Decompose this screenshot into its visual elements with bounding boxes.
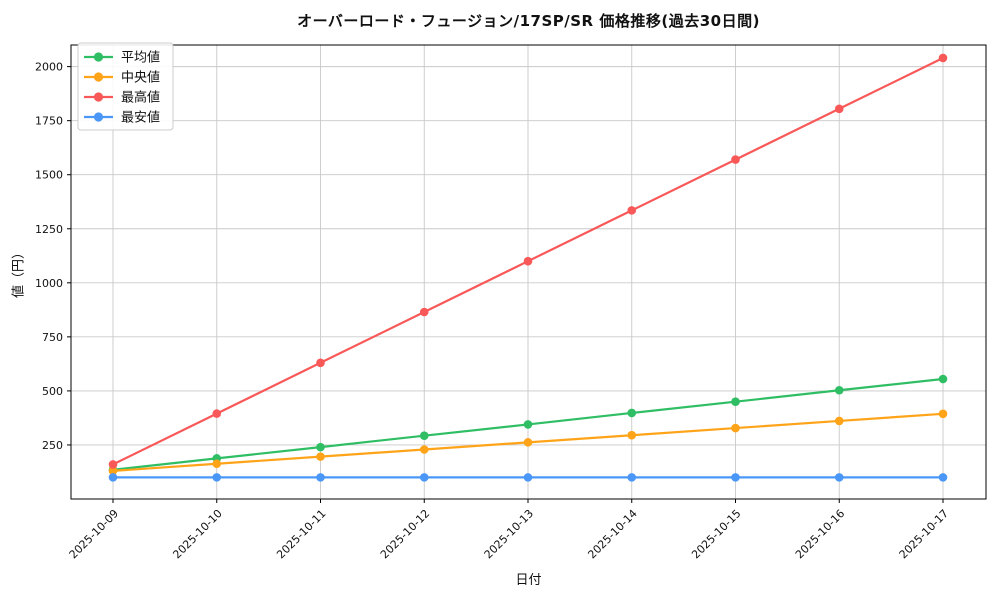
data-point-最高値 xyxy=(627,206,637,215)
x-tick-label: 2025-10-15 xyxy=(689,507,743,561)
data-point-中央値 xyxy=(316,452,325,461)
y-tick-label: 1250 xyxy=(35,223,63,236)
data-point-最高値 xyxy=(212,409,222,418)
data-point-中央値 xyxy=(523,438,533,447)
data-point-中央値 xyxy=(938,409,948,419)
y-tick-label: 1750 xyxy=(35,115,63,128)
data-point-中央値 xyxy=(627,430,637,440)
data-point-最安値 xyxy=(627,473,637,482)
y-tick-label: 250 xyxy=(42,439,63,452)
y-tick-label: 750 xyxy=(42,331,63,344)
data-point-中央値 xyxy=(108,466,118,476)
plot-area xyxy=(71,45,986,499)
data-point-平均値 xyxy=(627,408,637,418)
legend-item-中央値: 中央値 xyxy=(84,70,160,86)
legend-item-平均値: 平均値 xyxy=(84,50,160,66)
data-point-最安値 xyxy=(834,473,844,482)
data-point-最高値 xyxy=(523,256,533,266)
legend-marker-icon xyxy=(93,52,104,62)
y-tick-label: 500 xyxy=(42,385,63,398)
x-tick-label: 2025-10-09 xyxy=(67,507,121,561)
x-axis-title: 日付 xyxy=(515,573,542,588)
legend-marker-icon xyxy=(93,92,104,102)
data-point-平均値 xyxy=(731,397,740,407)
data-point-平均値 xyxy=(523,420,533,429)
y-tick-label: 1500 xyxy=(35,169,63,182)
data-point-最高値 xyxy=(834,104,844,114)
data-point-中央値 xyxy=(731,423,740,433)
legend-label: 最高値 xyxy=(121,90,160,106)
y-tick-label: 1000 xyxy=(35,277,63,290)
data-point-中央値 xyxy=(419,445,429,454)
legend-label: 平均値 xyxy=(121,50,160,66)
data-point-中央値 xyxy=(834,416,844,426)
plot-border xyxy=(70,44,987,500)
legend-label: 最安値 xyxy=(121,110,160,126)
legend-marker-icon xyxy=(93,112,104,122)
legend-label: 中央値 xyxy=(121,70,160,86)
data-point-最安値 xyxy=(938,473,948,482)
y-tick-label: 2000 xyxy=(35,61,63,74)
data-point-平均値 xyxy=(419,431,429,440)
legend-marker-icon xyxy=(93,72,104,82)
data-point-最安値 xyxy=(419,473,429,482)
chart-title: オーバーロード・フュージョン/17SP/SR 価格推移(過去30日間) xyxy=(297,12,760,30)
data-point-中央値 xyxy=(212,459,222,469)
data-point-平均値 xyxy=(316,442,325,452)
data-point-最高値 xyxy=(938,53,948,63)
data-point-最高値 xyxy=(731,155,740,164)
x-tick-label: 2025-10-17 xyxy=(897,507,951,561)
legend-item-最高値: 最高値 xyxy=(84,90,160,106)
data-point-最安値 xyxy=(523,473,533,482)
x-tick-label: 2025-10-12 xyxy=(378,507,432,561)
data-point-最安値 xyxy=(108,473,118,482)
legend-item-最安値: 最安値 xyxy=(84,110,160,126)
data-point-最安値 xyxy=(316,473,325,482)
data-point-平均値 xyxy=(834,385,844,395)
x-tick-label: 2025-10-13 xyxy=(482,507,536,561)
x-tick-label: 2025-10-16 xyxy=(793,507,847,561)
data-point-最高値 xyxy=(108,460,118,469)
data-point-最安値 xyxy=(212,473,222,482)
x-tick-label: 2025-10-10 xyxy=(170,507,224,561)
x-tick-label: 2025-10-14 xyxy=(585,507,639,561)
legend-frame xyxy=(77,42,174,131)
y-axis-title: 値（円） xyxy=(11,245,27,299)
x-tick-label: 2025-10-11 xyxy=(274,507,328,561)
data-point-最高値 xyxy=(419,307,429,317)
data-point-最高値 xyxy=(316,358,325,368)
data-point-平均値 xyxy=(938,374,948,384)
data-point-最安値 xyxy=(731,473,740,482)
